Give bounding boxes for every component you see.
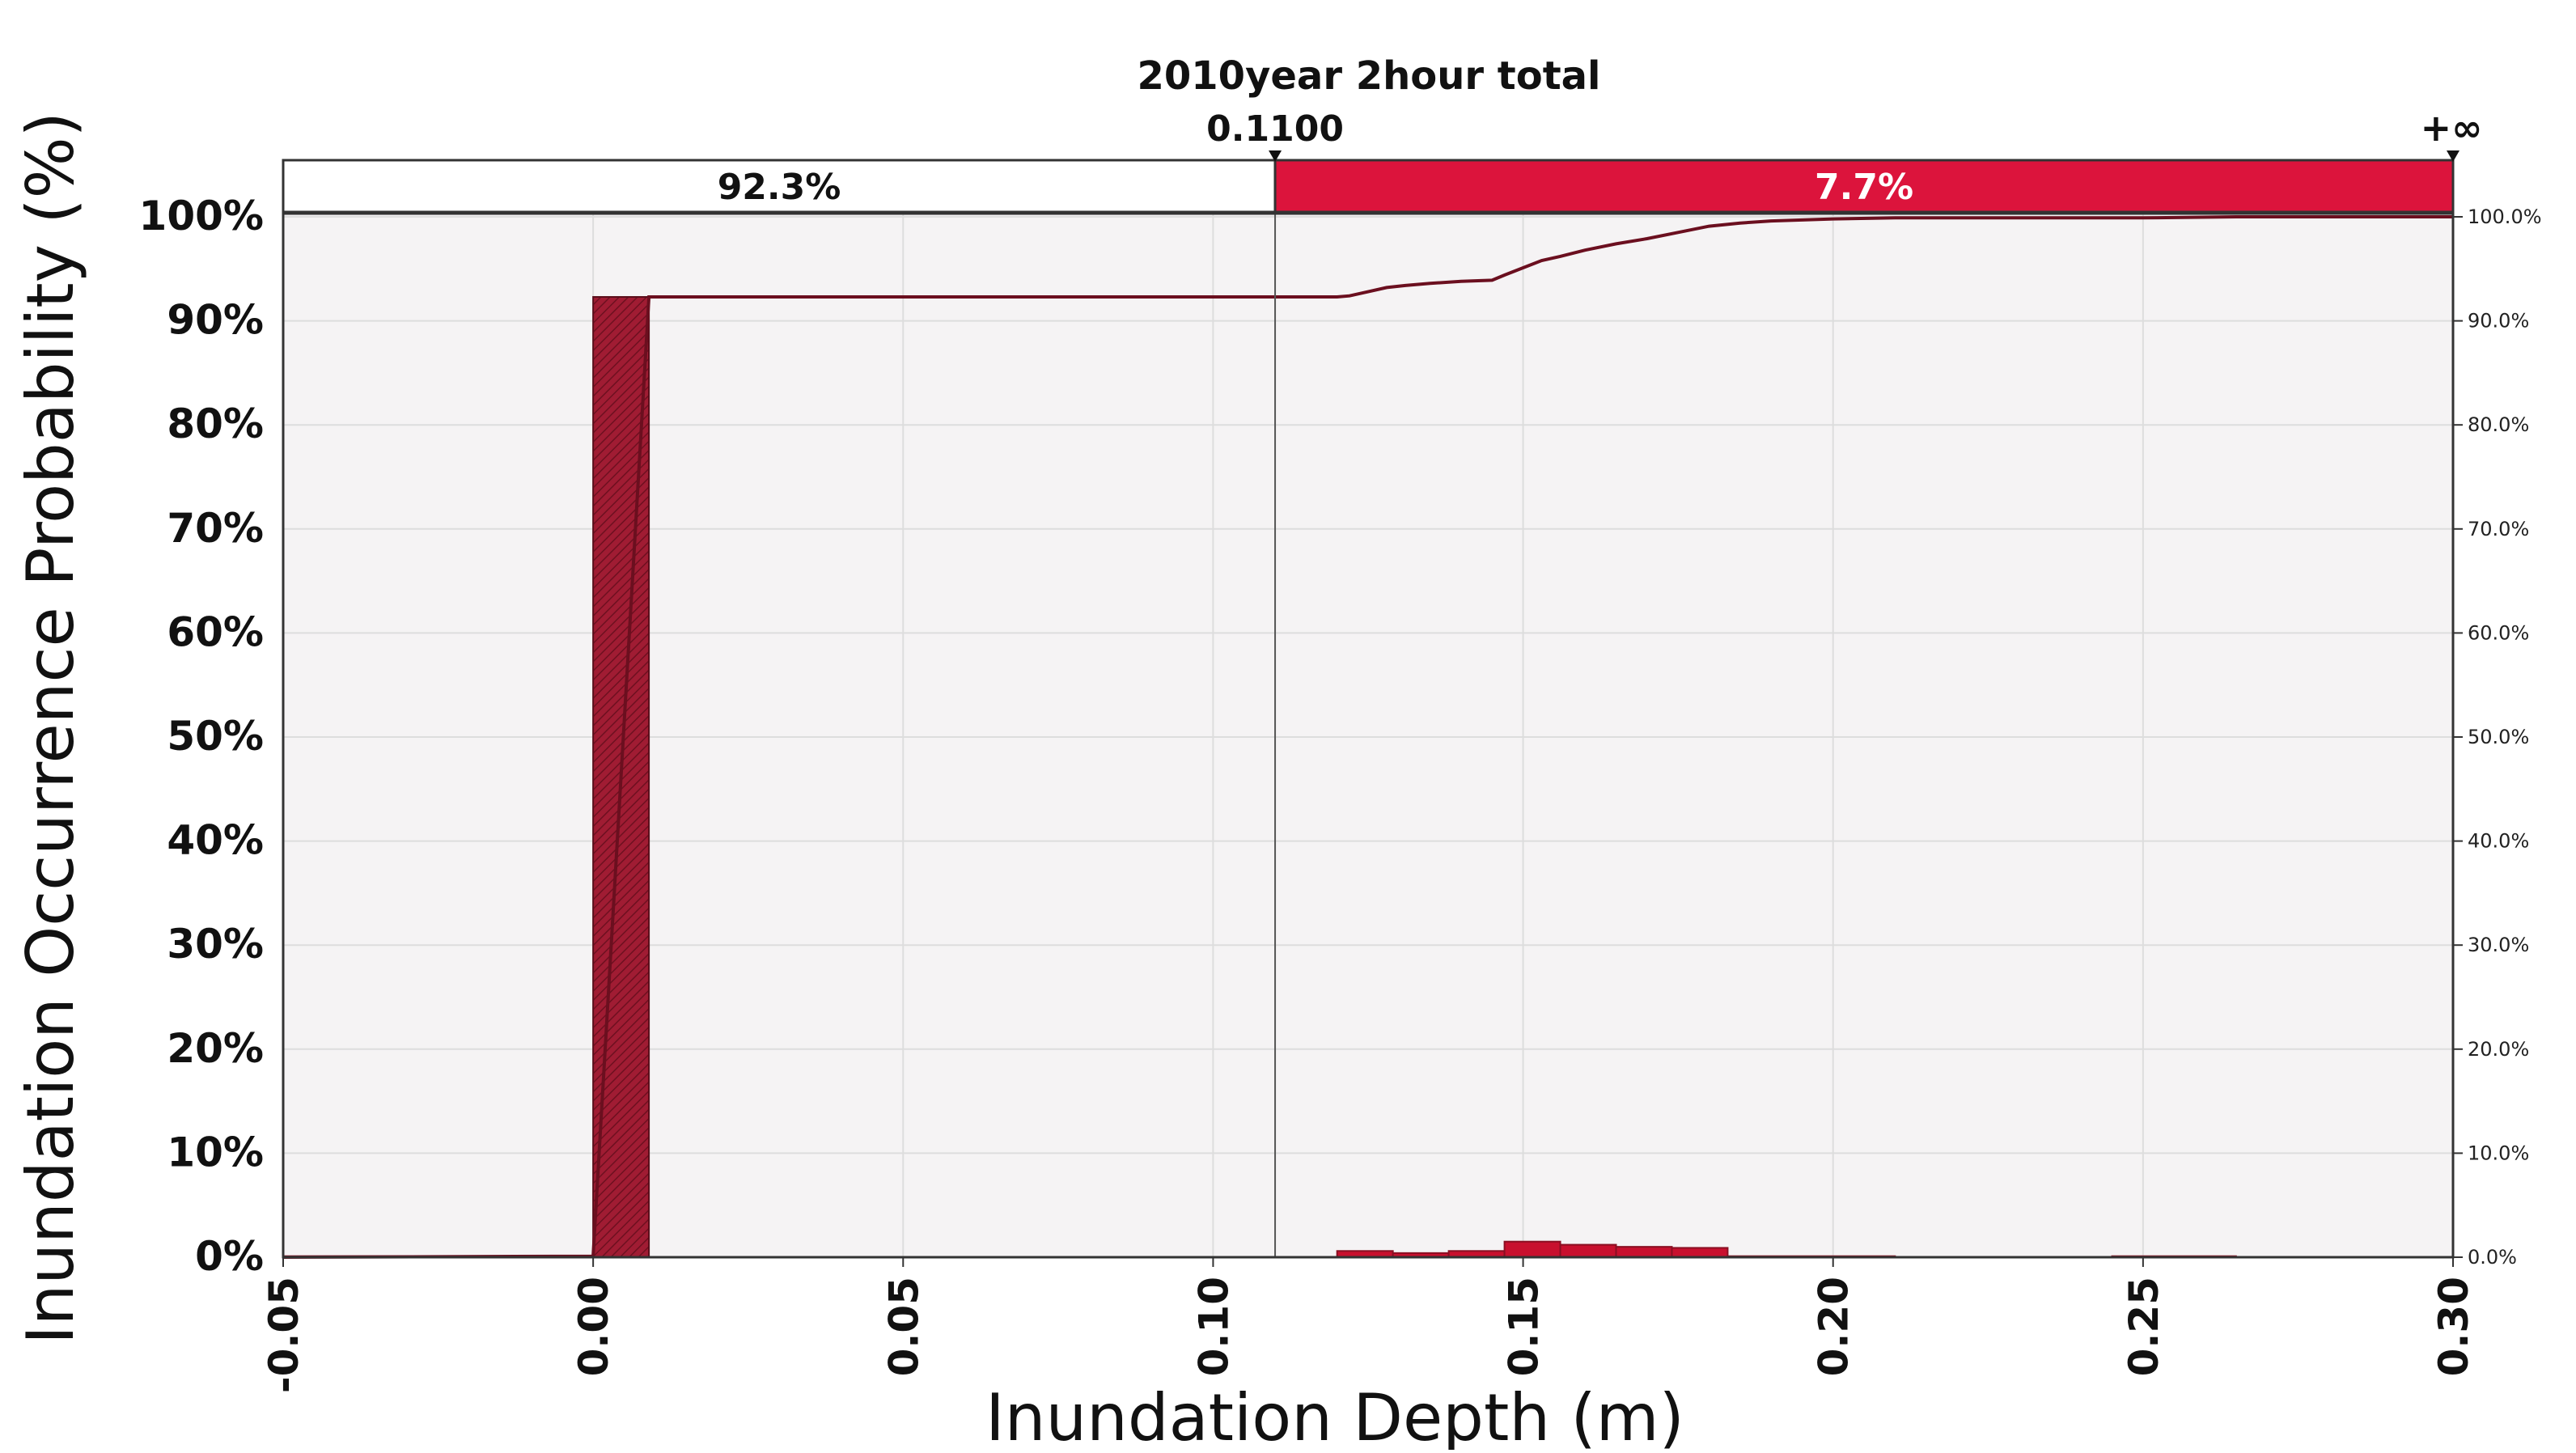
band-right-label: 7.7% [1815, 167, 1913, 208]
x-tick-label: 0.15 [1501, 1277, 1548, 1376]
band-right-segment [1273, 159, 2455, 214]
x-tick-label: 0.05 [880, 1277, 927, 1376]
x-tick-label: 0.10 [1190, 1277, 1237, 1376]
threshold-marker [1269, 150, 1282, 162]
y-tick-label-right: 10.0% [2468, 1142, 2529, 1164]
threshold-value-label: 0.1100 [1206, 108, 1344, 150]
band-left-label: 92.3% [718, 167, 841, 208]
y-tick-label-right: 60.0% [2468, 621, 2529, 644]
chart-title: 2010year 2hour total [1137, 53, 1600, 99]
histogram-bar [1671, 1247, 1729, 1259]
y-tick-label-right: 100.0% [2468, 205, 2542, 228]
y-tick-label-left: 70% [167, 505, 264, 552]
y-tick-label-left: 80% [167, 400, 264, 447]
x-tick-label: 0.25 [2121, 1277, 2167, 1376]
x-tick-label: 0.00 [570, 1277, 617, 1376]
probability-band: 92.3% 7.7% 0.1100 +∞ [282, 106, 2483, 214]
y-tick-label-left: 0% [195, 1233, 264, 1280]
histogram-bar [1615, 1246, 1673, 1259]
y-tick-label-right: 80.0% [2468, 413, 2529, 436]
histogram-bar [1503, 1240, 1561, 1258]
cumulative-line [282, 215, 2453, 1259]
y-tick-label-right: 50.0% [2468, 726, 2529, 748]
upper-bound-label: +∞ [2421, 106, 2483, 150]
upper-bound-marker [2447, 150, 2459, 162]
y-tick-label-left: 30% [167, 921, 264, 968]
x-axis: -0.05 0.00 0.05 0.10 0.15 0.20 0.25 0.30 [261, 1257, 2477, 1393]
y-tick-label-left: 90% [167, 297, 264, 344]
y-tick-label-left: 100% [139, 193, 264, 239]
y-tick-label-right: 90.0% [2468, 310, 2529, 333]
y-axis-right: 0.0% 10.0% 20.0% 30.0% 40.0% 50.0% 60.0% 70.0% 8… [2453, 205, 2542, 1269]
band-left-segment [282, 159, 1277, 214]
x-tick-label: -0.05 [261, 1277, 307, 1393]
cumulative-curve [282, 215, 2453, 1259]
y-tick-label-left: 10% [167, 1129, 264, 1176]
x-tick-label: 0.20 [1811, 1277, 1858, 1376]
y-axis-label: Inundation Occurrence Probability (%) [13, 112, 88, 1345]
y-tick-label-right: 40.0% [2468, 830, 2529, 853]
y-axis-left: 0% 10% 20% 30% 40% 50% 60% 70% 80% 90% 100% [139, 193, 264, 1280]
y-tick-label-right: 70.0% [2468, 518, 2529, 540]
plot-frame [282, 212, 2455, 1259]
x-axis-label: Inundation Depth (m) [985, 1380, 1684, 1450]
y-tick-label-left: 20% [167, 1025, 264, 1072]
x-tick-label: 0.30 [2430, 1277, 2477, 1376]
y-tick-label-left: 60% [167, 608, 264, 655]
y-tick-label-right: 0.0% [2468, 1246, 2517, 1269]
histogram-bar [1559, 1243, 1617, 1258]
y-tick-label-left: 50% [167, 713, 264, 760]
y-tick-label-left: 40% [167, 817, 264, 864]
y-tick-label-right: 30.0% [2468, 934, 2529, 956]
y-tick-label-right: 20.0% [2468, 1038, 2529, 1061]
